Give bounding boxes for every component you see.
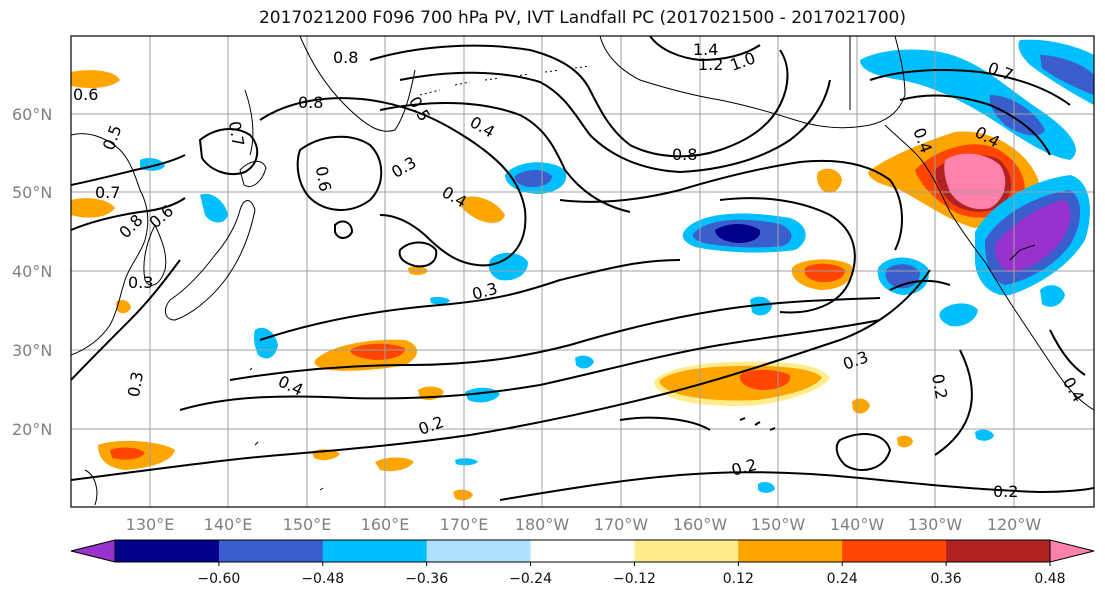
colorbar-bin: [634, 540, 739, 562]
negative-anomaly: [575, 355, 594, 369]
contour-label: 0.3: [128, 273, 153, 292]
colorbar-bin: [115, 540, 220, 562]
contour-label: 0.2: [993, 482, 1018, 501]
contour-label: 0.6: [73, 85, 98, 104]
contour-label: 1.4: [693, 40, 718, 59]
lon-label: 160°W: [673, 515, 728, 534]
plot-frame: [70, 35, 1095, 508]
lat-label-60n: 60°N: [12, 105, 52, 124]
positive-anomaly: [804, 263, 845, 283]
negative-anomaly: [989, 95, 1045, 136]
lat-label-20n: 20°N: [12, 420, 52, 439]
colorbar-extend-min: [70, 539, 116, 563]
positive-anomaly: [110, 447, 145, 460]
colorbar-extend-max: [1049, 539, 1095, 563]
contour-label: 0.7: [95, 183, 120, 202]
lon-label: 170°W: [594, 515, 649, 534]
lon-label: 150°W: [751, 515, 806, 534]
positive-anomaly: [71, 198, 115, 218]
colorbar-tick-label: 0.36: [931, 571, 962, 587]
negative-anomaly: [200, 193, 228, 223]
colorbar-bin: [426, 540, 532, 562]
lat-label-50n: 50°N: [12, 183, 52, 202]
negative-anomaly: [488, 252, 528, 281]
lat-label-40n: 40°N: [12, 262, 52, 281]
colorbar-tick-label: −0.36: [405, 571, 448, 587]
negative-anomaly: [750, 296, 772, 316]
negative-anomaly: [514, 170, 552, 188]
contour-label: 0.8: [333, 48, 358, 67]
contour-label: 0.6: [312, 165, 335, 193]
map-title: 2017021200 F096 700 hPa PV, IVT Landfall…: [258, 8, 906, 28]
colorbar-tick-label: −0.60: [197, 571, 240, 587]
contour-label: 0.7: [225, 120, 248, 148]
negative-anomaly: [430, 297, 450, 305]
lon-label: 180°W: [515, 515, 570, 534]
colorbar-tick-label: −0.12: [613, 571, 656, 587]
positive-anomaly: [459, 196, 505, 223]
contour-label: 0.2: [928, 372, 951, 400]
positive-anomaly: [71, 70, 120, 88]
pv-contours: [71, 36, 1094, 501]
lat-label-30n: 30°N: [12, 341, 52, 360]
colorbar-bin: [842, 540, 947, 562]
negative-anomaly: [758, 481, 775, 493]
colorbar-frame: [114, 539, 1051, 563]
positive-anomaly: [350, 343, 405, 360]
lon-label: 170°E: [440, 515, 489, 534]
contour-label: 0.8: [298, 93, 323, 112]
colorbar-tick-label: −0.48: [301, 571, 344, 587]
negative-anomaly: [1040, 285, 1065, 307]
positive-anomaly: [944, 153, 1006, 210]
contour-label: 0.3: [124, 370, 147, 398]
longitude-labels: 130°E 140°E 150°E 160°E 170°E 180°W 170°…: [126, 515, 1042, 534]
lon-label: 130°W: [908, 515, 963, 534]
colorbar-bin: [946, 540, 1051, 562]
shading-layer: [71, 39, 1094, 501]
lon-label: 140°E: [204, 515, 253, 534]
colorbar-tick-label: 0.12: [723, 571, 754, 587]
colorbar-bin: [322, 540, 428, 562]
positive-anomaly: [897, 435, 913, 448]
positive-anomaly: [817, 168, 842, 193]
lon-label: 120°W: [987, 515, 1042, 534]
colorbar-tick-label: 0.48: [1034, 571, 1065, 587]
colorbar-bin: [218, 540, 324, 562]
negative-anomaly: [1040, 55, 1094, 95]
contour-label: 1.2: [698, 55, 723, 74]
colorbar-tick-label: 0.24: [827, 571, 858, 587]
lon-label: 130°E: [126, 515, 175, 534]
negative-anomaly: [715, 224, 761, 243]
positive-anomaly: [116, 300, 131, 314]
coastlines: [71, 36, 1094, 506]
lon-label: 150°E: [283, 515, 332, 534]
negative-anomaly: [455, 458, 478, 466]
colorbar-tick-label: −0.24: [509, 571, 552, 587]
graticule: [71, 36, 1094, 507]
lon-label: 160°E: [361, 515, 410, 534]
colorbar-bin: [530, 540, 635, 562]
colorbar: −0.60 −0.48 −0.36 −0.24 −0.12 0.12 0.24 0.36 0.4…: [70, 539, 1095, 587]
negative-anomaly: [939, 303, 978, 327]
lon-label: 140°W: [830, 515, 885, 534]
contour-label: 0.8: [672, 145, 697, 164]
colorbar-bin: [738, 540, 843, 562]
latitude-labels: 60°N 50°N 40°N 30°N 20°N: [12, 105, 52, 439]
negative-anomaly: [975, 429, 994, 441]
positive-anomaly: [453, 489, 473, 501]
